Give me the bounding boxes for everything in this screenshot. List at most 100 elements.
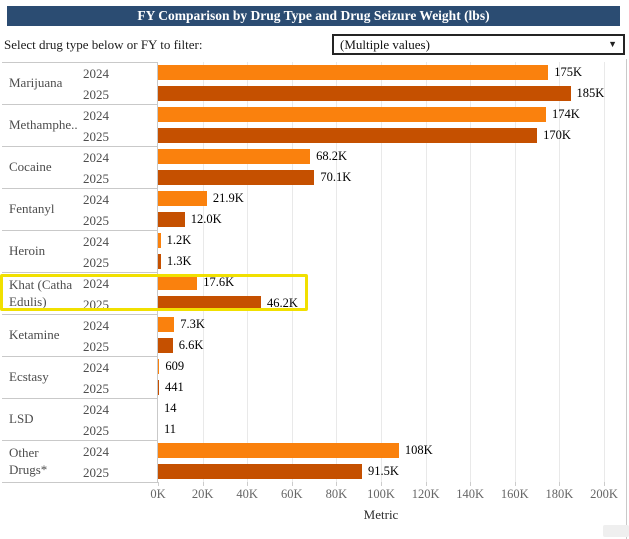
category-label[interactable]: Cocaine bbox=[9, 159, 52, 175]
bar-2024[interactable] bbox=[158, 232, 161, 249]
year-label[interactable]: 2024 bbox=[83, 444, 109, 459]
year-label[interactable]: 2025 bbox=[83, 423, 109, 438]
bar-row: 1.2K bbox=[158, 230, 623, 251]
category-group-row: Marijuana 2024 2025 bbox=[2, 62, 158, 104]
bar-2024[interactable] bbox=[158, 190, 207, 207]
bar-row: 441 bbox=[158, 377, 623, 398]
year-label[interactable]: 2024 bbox=[83, 66, 109, 81]
year-label[interactable]: 2024 bbox=[83, 150, 109, 165]
bar-2025[interactable] bbox=[158, 211, 185, 228]
gridline bbox=[336, 62, 338, 482]
dashboard-title: FY Comparison by Drug Type and Drug Seiz… bbox=[7, 6, 620, 26]
year-label[interactable]: 2024 bbox=[83, 276, 109, 291]
bar-row: 11 bbox=[158, 419, 623, 440]
category-label[interactable]: LSD bbox=[9, 411, 34, 427]
gridline bbox=[514, 62, 516, 482]
bar-row: 174K bbox=[158, 104, 623, 125]
category-group-row: LSD 2024 2025 bbox=[2, 398, 158, 440]
bar-row: 91.5K bbox=[158, 461, 623, 482]
bar-value-label: 21.9K bbox=[212, 191, 244, 205]
year-label[interactable]: 2025 bbox=[83, 297, 109, 312]
bar-2025[interactable] bbox=[158, 337, 173, 354]
bar-2025[interactable] bbox=[158, 295, 262, 312]
x-tick-mark bbox=[202, 482, 204, 486]
bar-2024[interactable] bbox=[158, 442, 399, 459]
bar-2024[interactable] bbox=[158, 106, 547, 123]
year-label[interactable]: 2025 bbox=[83, 339, 109, 354]
year-column: 2024 2025 bbox=[76, 231, 158, 272]
gridline bbox=[470, 62, 472, 482]
x-tick-mark bbox=[604, 482, 605, 486]
year-label[interactable]: 2024 bbox=[83, 108, 109, 123]
category-group-row: Ketamine 2024 2025 bbox=[2, 314, 158, 356]
category-group-row: Cocaine 2024 2025 bbox=[2, 146, 158, 188]
drug-type-filter-dropdown[interactable]: (Multiple values) ▼ bbox=[332, 34, 625, 55]
x-tick-mark bbox=[247, 482, 249, 486]
bar-row: 12.0K bbox=[158, 209, 623, 230]
bar-value-label: 170K bbox=[543, 128, 571, 142]
scrollbar-track[interactable] bbox=[626, 59, 627, 539]
bar-2024[interactable] bbox=[158, 64, 549, 81]
plot-area: 175K 185K 174K 170K 68.2K 70.1K 21.9K 12.0K 1.2K… bbox=[158, 62, 605, 482]
bar-value-label: 108K bbox=[404, 443, 433, 457]
year-label[interactable]: 2025 bbox=[83, 465, 109, 480]
bar-2024[interactable] bbox=[158, 274, 198, 291]
year-column: 2024 2025 bbox=[76, 441, 158, 482]
year-column: 2024 2025 bbox=[76, 399, 158, 440]
bar-row: 7.3K bbox=[158, 314, 623, 335]
x-tick-mark bbox=[336, 482, 338, 486]
category-label[interactable]: Ecstasy bbox=[9, 369, 49, 385]
gridline bbox=[604, 62, 605, 482]
x-tick-mark bbox=[425, 482, 427, 486]
bar-row: 6.6K bbox=[158, 335, 623, 356]
bar-2024[interactable] bbox=[158, 148, 311, 165]
bar-2024[interactable] bbox=[158, 316, 175, 333]
bar-value-label: 441 bbox=[164, 380, 184, 394]
bar-2025[interactable] bbox=[158, 169, 315, 186]
bar-2025[interactable] bbox=[158, 253, 161, 270]
year-column: 2024 2025 bbox=[76, 105, 158, 146]
bar-2025[interactable] bbox=[158, 127, 538, 144]
year-label[interactable]: 2025 bbox=[83, 129, 109, 144]
bar-2025[interactable] bbox=[158, 463, 363, 480]
x-tick-label: 80K bbox=[325, 487, 348, 501]
year-label[interactable]: 2025 bbox=[83, 87, 109, 102]
year-label[interactable]: 2024 bbox=[83, 192, 109, 207]
bar-value-label: 12.0K bbox=[190, 212, 222, 226]
bar-value-label: 6.6K bbox=[178, 338, 204, 352]
category-label[interactable]: Fentanyl bbox=[9, 201, 55, 217]
bar-2025[interactable] bbox=[158, 379, 159, 396]
scrollbar-thumb[interactable] bbox=[603, 525, 629, 537]
bar-2025[interactable] bbox=[158, 85, 571, 102]
bar-value-label: 17.6K bbox=[203, 275, 235, 289]
category-label[interactable]: Khat (Catha Edulis) bbox=[9, 276, 73, 309]
category-label[interactable]: Marijuana bbox=[9, 75, 63, 91]
year-label[interactable]: 2025 bbox=[83, 213, 109, 228]
bar-value-label: 1.2K bbox=[166, 233, 192, 247]
year-label[interactable]: 2025 bbox=[83, 381, 109, 396]
bar-2024[interactable] bbox=[158, 358, 160, 375]
year-label[interactable]: 2024 bbox=[83, 318, 109, 333]
year-label[interactable]: 2025 bbox=[83, 171, 109, 186]
bar-row: 17.6K bbox=[158, 272, 623, 293]
year-column: 2024 2025 bbox=[76, 63, 158, 104]
x-tick-mark bbox=[559, 482, 561, 486]
year-label[interactable]: 2025 bbox=[83, 255, 109, 270]
category-group-row: Khat (Catha Edulis) 2024 2025 bbox=[2, 272, 158, 314]
x-tick-mark bbox=[514, 482, 516, 486]
category-label[interactable]: Other Drugs* bbox=[9, 444, 48, 477]
x-axis-title: Metric bbox=[363, 507, 399, 522]
bar-row: 1.3K bbox=[158, 251, 623, 272]
bar-value-label: 7.3K bbox=[180, 317, 205, 331]
category-label[interactable]: Methamphe.. bbox=[9, 117, 78, 133]
year-label[interactable]: 2024 bbox=[83, 360, 109, 375]
category-group-row: Other Drugs* 2024 2025 bbox=[2, 440, 158, 482]
category-label[interactable]: Ketamine bbox=[9, 327, 60, 343]
year-column: 2024 2025 bbox=[76, 357, 158, 398]
year-label[interactable]: 2024 bbox=[83, 402, 109, 417]
x-tick-label: 40K bbox=[236, 487, 258, 501]
year-label[interactable]: 2024 bbox=[83, 234, 109, 249]
bar-row: 175K bbox=[158, 62, 623, 83]
category-label[interactable]: Heroin bbox=[9, 243, 46, 259]
